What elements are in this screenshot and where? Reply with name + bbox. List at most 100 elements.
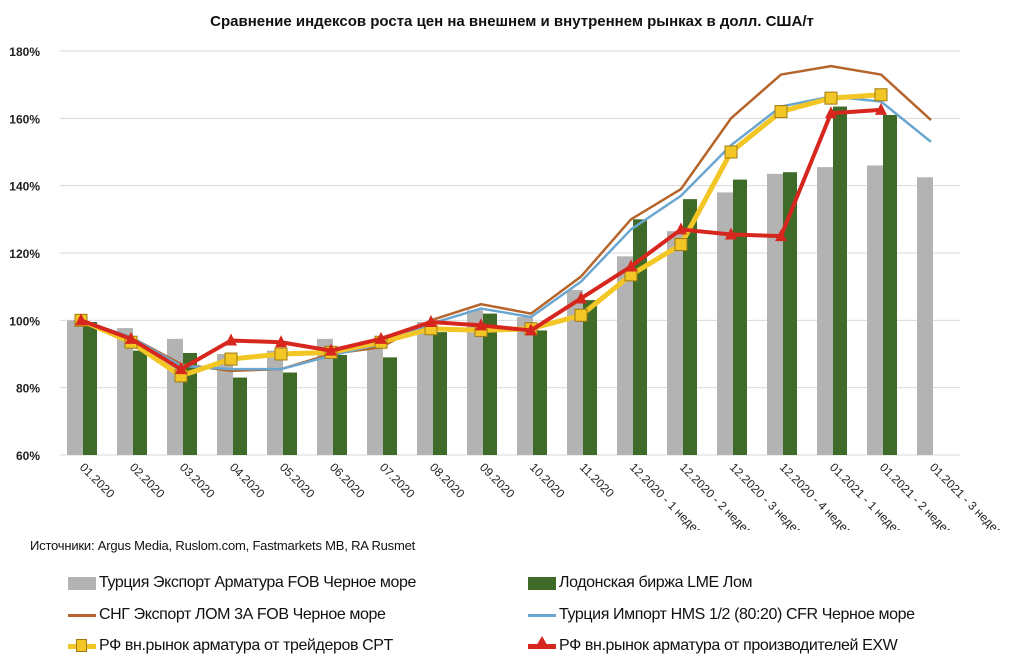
bar-turkey-export: [817, 167, 833, 455]
bar-turkey-export: [767, 173, 783, 455]
bar-turkey-export: [317, 338, 333, 455]
square-marker: [674, 238, 688, 252]
legend-label: Турция Импорт HMS 1/2 (80:20) CFR Черное…: [559, 606, 915, 623]
bar-turkey-export: [717, 192, 733, 455]
y-tick-label: 100%: [9, 314, 40, 328]
triangle-marker: [475, 318, 487, 331]
x-tick-label: 05.2020: [277, 460, 318, 501]
line-series-4: [80, 95, 932, 371]
triangle-marker: [625, 259, 637, 272]
bar-turkey-export: [617, 256, 633, 455]
bar-lme-scrap: [583, 300, 597, 455]
chart-title: Сравнение индексов роста цен на внешнем …: [210, 13, 814, 30]
bar-lme-scrap: [783, 172, 797, 455]
bar-lme-scrap: [333, 355, 347, 455]
bar-turkey-export: [67, 320, 83, 455]
y-tick-label: 120%: [9, 247, 40, 261]
bar-turkey-export: [517, 316, 533, 455]
triangle-marker: [525, 323, 537, 336]
legend-item: РФ вн.рынок арматура от трейдеров CPT: [68, 637, 393, 655]
bar-lme-scrap: [233, 377, 247, 455]
bar-lme-scrap: [883, 114, 897, 455]
legend-label: РФ вн.рынок арматура от производителей E…: [559, 637, 898, 654]
legend-swatch-icon: [528, 613, 556, 617]
bar-turkey-export: [467, 310, 483, 455]
bar-turkey-export: [167, 338, 183, 455]
y-tick-label: 180%: [9, 45, 40, 59]
legend-swatch-icon: [68, 576, 96, 590]
triangle-marker: [125, 331, 137, 344]
triangle-marker: [225, 333, 237, 346]
bar-lme-scrap: [433, 332, 447, 455]
square-marker: [874, 88, 888, 102]
triangle-marker: [675, 222, 687, 235]
bar-lme-scrap: [83, 322, 97, 455]
triangle-marker: [875, 102, 887, 115]
x-tick-label: 06.2020: [327, 460, 368, 501]
chart-svg: Сравнение индексов роста цен на внешнем …: [9, 13, 1010, 544]
line-series-3: [80, 64, 932, 373]
square-marker: [274, 347, 288, 361]
bar-lme-scrap: [283, 372, 297, 455]
triangle-marker: [425, 315, 437, 328]
square-marker: [724, 145, 738, 159]
bar-turkey-export: [217, 354, 233, 455]
source-note: Источники: Argus Media, Ruslom.com, Fast…: [30, 538, 416, 553]
bar-turkey-export: [117, 328, 133, 455]
x-tick-label: 08.2020: [427, 460, 468, 501]
square-marker: [224, 352, 238, 366]
bar-lme-scrap: [133, 350, 147, 455]
bar-lme-scrap: [733, 179, 747, 455]
triangle-marker: [375, 331, 387, 344]
x-tick-label: 11.2020: [577, 460, 617, 500]
y-tick-label: 80%: [16, 382, 40, 396]
bar-turkey-export: [667, 231, 683, 455]
bar-lme-scrap: [483, 313, 497, 455]
legend-item: Лодонская биржа LME Лом: [528, 574, 752, 592]
x-tick-label: 03.2020: [177, 460, 218, 501]
bar-turkey-export: [417, 322, 433, 455]
legend-label: РФ вн.рынок арматура от трейдеров CPT: [99, 637, 393, 654]
legend-label: Турция Экспорт Арматура FOB Черное море: [99, 574, 417, 591]
y-tick-label: 140%: [9, 180, 40, 194]
bar-turkey-export: [867, 165, 883, 455]
triangle-marker: [775, 229, 787, 242]
legend-item: СНГ Экспорт ЛОМ 3А FOB Черное море: [68, 606, 386, 624]
square-marker: [824, 91, 838, 105]
x-tick-label: 02.2020: [127, 460, 168, 501]
triangle-marker: [725, 227, 737, 240]
bar-turkey-export: [917, 177, 933, 455]
legend-item: Турция Импорт HMS 1/2 (80:20) CFR Черное…: [528, 606, 915, 624]
triangle-marker: [575, 291, 587, 304]
legend-swatch-icon: [68, 638, 96, 652]
x-tick-label: 09.2020: [477, 460, 518, 501]
bar-lme-scrap: [533, 330, 547, 455]
x-tick-label: 01.2020: [77, 460, 118, 501]
triangle-marker: [325, 343, 337, 356]
legend-item: Турция Экспорт Арматура FOB Черное море: [68, 574, 416, 592]
x-tick-label: 07.2020: [377, 460, 418, 501]
legend-swatch-icon: [528, 576, 556, 590]
triangle-marker: [825, 106, 837, 119]
legend-label: СНГ Экспорт ЛОМ 3А FOB Черное море: [99, 606, 386, 623]
bar-lme-scrap: [833, 106, 847, 456]
x-tick-label: 04.2020: [227, 460, 268, 501]
bar-turkey-export: [567, 290, 583, 455]
square-marker: [574, 308, 588, 322]
legend-label: Лодонская биржа LME Лом: [559, 574, 753, 591]
bar-lme-scrap: [683, 199, 697, 455]
y-tick-label: 160%: [9, 112, 40, 126]
bar-turkey-export: [367, 342, 383, 455]
y-tick-label: 60%: [16, 449, 40, 463]
triangle-marker: [175, 362, 187, 375]
legend-swatch-icon: [528, 635, 556, 649]
x-tick-label: 10.2020: [527, 460, 568, 501]
bar-turkey-export: [267, 350, 283, 455]
legend-item: РФ вн.рынок арматура от производителей E…: [528, 635, 898, 655]
legend-swatch-icon: [68, 613, 96, 617]
triangle-marker: [275, 335, 287, 348]
square-marker: [774, 105, 788, 119]
triangle-marker: [75, 313, 87, 326]
bar-lme-scrap: [383, 357, 397, 455]
